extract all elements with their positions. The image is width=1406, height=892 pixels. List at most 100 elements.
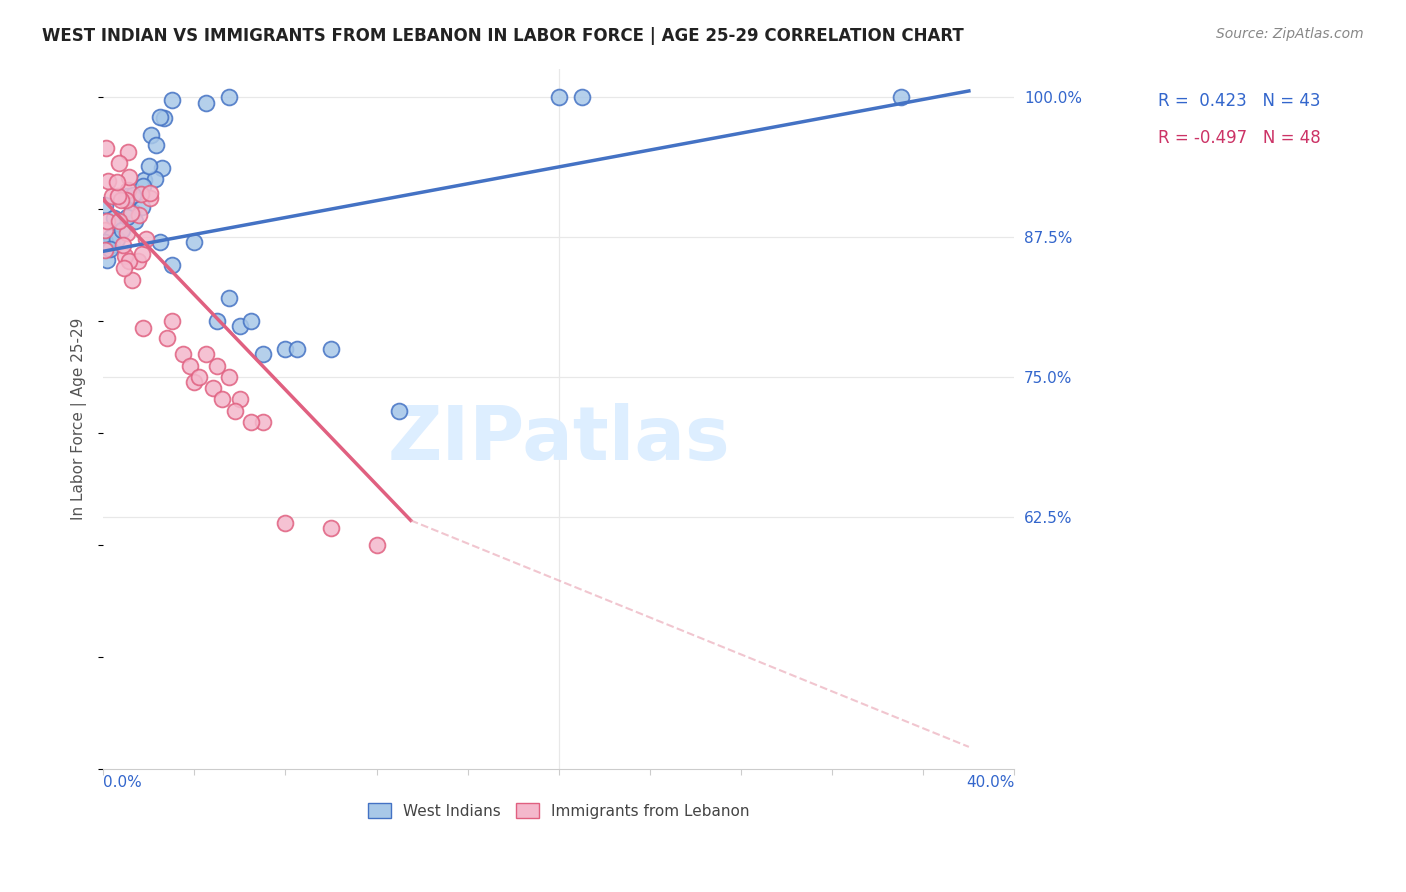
Text: R = -0.497   N = 48: R = -0.497 N = 48 (1159, 129, 1320, 147)
Point (117, 145, 139, 160)
Point (98, 242, 121, 256)
Bar (1105, 72, 1146, 96)
Point (121, 273, 143, 287)
Point (96, 214, 118, 228)
Point (129, 186, 152, 201)
Text: Source: ZipAtlas.com: Source: ZipAtlas.com (1216, 27, 1364, 41)
Point (143, 171, 166, 186)
Bar (1105, 109, 1146, 134)
Point (94, 223, 117, 237)
Point (115, 189, 138, 203)
Point (131, 247, 153, 261)
Point (183, 376, 205, 390)
Point (285, 342, 308, 356)
Point (115, 193, 138, 207)
Point (229, 319, 252, 334)
Point (160, 258, 183, 272)
Point (96, 253, 118, 268)
Point (134, 173, 156, 187)
Point (131, 179, 153, 194)
Point (194, 347, 217, 361)
Point (319, 521, 342, 535)
Point (547, 89, 569, 103)
Point (274, 342, 297, 356)
Point (138, 159, 160, 173)
Point (94, 198, 117, 212)
Point (160, 314, 183, 328)
Point (160, 93, 183, 107)
Point (115, 211, 138, 225)
Point (205, 359, 228, 373)
Point (252, 347, 274, 361)
Point (211, 392, 233, 407)
Text: R =  0.423   N = 43: R = 0.423 N = 43 (1159, 92, 1320, 110)
Point (366, 538, 388, 552)
Point (152, 111, 174, 125)
Point (252, 415, 274, 429)
Point (224, 403, 246, 417)
Point (117, 183, 139, 197)
Point (111, 223, 134, 237)
Point (120, 206, 142, 220)
Point (205, 314, 228, 328)
Point (319, 342, 342, 356)
Point (108, 214, 131, 228)
Point (111, 238, 134, 252)
Point (94, 141, 117, 155)
Y-axis label: In Labor Force | Age 25-29: In Labor Force | Age 25-29 (72, 318, 87, 520)
Point (110, 193, 132, 207)
Point (112, 260, 135, 275)
Point (890, 89, 912, 103)
Point (240, 415, 263, 429)
Point (187, 369, 209, 384)
Point (108, 156, 131, 170)
FancyBboxPatch shape (1094, 87, 1406, 169)
Point (121, 187, 143, 202)
Point (101, 238, 124, 252)
Point (218, 369, 240, 384)
Point (97, 174, 120, 188)
Point (240, 314, 263, 328)
Legend: West Indians, Immigrants from Lebanon: West Indians, Immigrants from Lebanon (361, 797, 756, 825)
Text: 40.0%: 40.0% (966, 775, 1015, 790)
Point (101, 188, 124, 202)
Point (139, 128, 162, 143)
Point (118, 170, 141, 185)
Point (135, 232, 157, 246)
Point (229, 392, 252, 407)
Point (150, 161, 173, 175)
Point (179, 359, 201, 373)
Point (124, 214, 146, 228)
Point (121, 205, 143, 219)
Point (118, 254, 141, 268)
Point (103, 211, 125, 226)
Text: 0.0%: 0.0% (103, 775, 142, 790)
Point (194, 96, 217, 111)
Point (132, 320, 155, 334)
Point (218, 292, 240, 306)
Point (156, 330, 179, 344)
Point (94, 243, 117, 257)
Point (139, 191, 162, 205)
Point (105, 232, 128, 246)
Point (571, 89, 593, 103)
Point (274, 516, 297, 530)
Point (201, 381, 224, 395)
Point (105, 175, 128, 189)
Point (117, 226, 139, 240)
Point (94, 235, 117, 249)
Point (100, 229, 122, 244)
Point (107, 188, 129, 202)
Point (131, 200, 153, 214)
Point (121, 205, 143, 219)
Point (388, 403, 411, 417)
Point (114, 249, 136, 263)
Point (128, 208, 150, 222)
Point (149, 235, 172, 250)
Point (218, 89, 240, 103)
Text: WEST INDIAN VS IMMIGRANTS FROM LEBANON IN LABOR FORCE | AGE 25-29 CORRELATION CH: WEST INDIAN VS IMMIGRANTS FROM LEBANON I… (42, 27, 965, 45)
Point (145, 137, 167, 152)
Point (139, 186, 162, 200)
Point (172, 347, 194, 361)
Point (127, 254, 149, 268)
